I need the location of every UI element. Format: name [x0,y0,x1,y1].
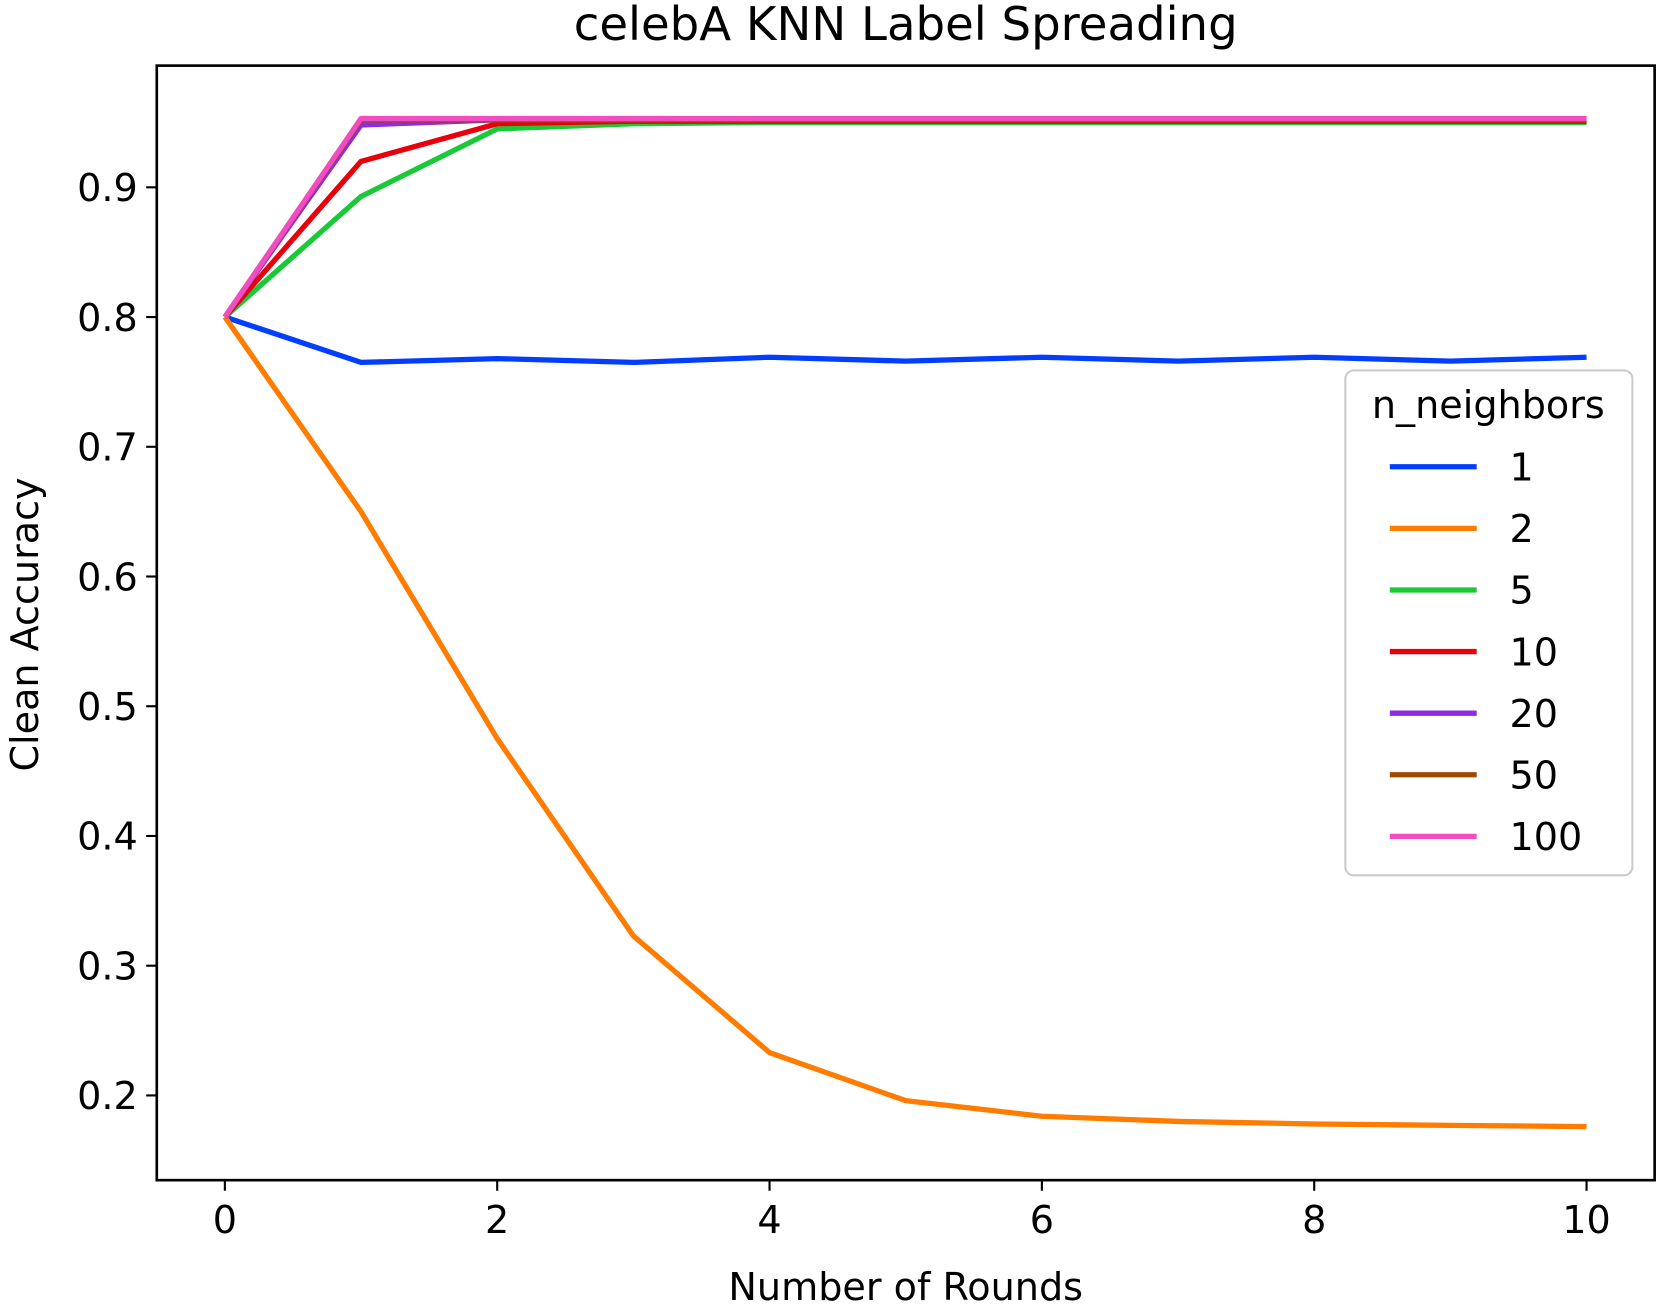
y-tick-label: 0.5 [77,685,138,729]
plot-area [222,115,1587,1130]
legend-title: n_neighbors [1372,383,1605,427]
series-line [222,115,1587,319]
x-axis-label: Number of Rounds [728,1265,1083,1304]
y-tick-label: 0.6 [77,555,138,599]
series-line [223,119,1587,319]
chart-title: celebA KNN Label Spreading [574,0,1238,51]
legend-box [1344,369,1634,877]
legend-label: 20 [1510,692,1559,736]
series-line [222,117,1587,319]
x-tick-label: 2 [485,1198,509,1242]
y-tick-label: 0.3 [77,944,138,988]
series-line [222,117,1587,319]
x-tick-label: 6 [1030,1198,1054,1242]
y-tick-label: 0.8 [77,296,138,340]
y-axis-label: Clean Accuracy [3,477,47,771]
series-line [224,314,1587,366]
series-line [222,315,1587,1130]
legend: n_neighbors 1 2 5 10 20 50 100 [1344,369,1634,877]
legend-label: 50 [1510,754,1559,798]
x-tick-label: 4 [757,1198,781,1242]
legend-label: 2 [1510,507,1534,551]
x-tick-label: 10 [1562,1198,1611,1242]
x-tick-label: 0 [213,1198,237,1242]
legend-label: 1 [1510,446,1534,490]
y-tick-label: 0.9 [77,166,138,210]
y-tick-label: 0.7 [77,426,138,470]
y-tick-label: 0.2 [77,1074,138,1118]
legend-label: 10 [1510,630,1559,674]
y-tick-label: 0.4 [77,815,138,859]
axes-frame [155,64,1656,1182]
series-line [222,118,1587,319]
legend-label: 100 [1510,815,1583,859]
legend-label: 5 [1510,569,1534,613]
x-tick-label: 8 [1302,1198,1326,1242]
